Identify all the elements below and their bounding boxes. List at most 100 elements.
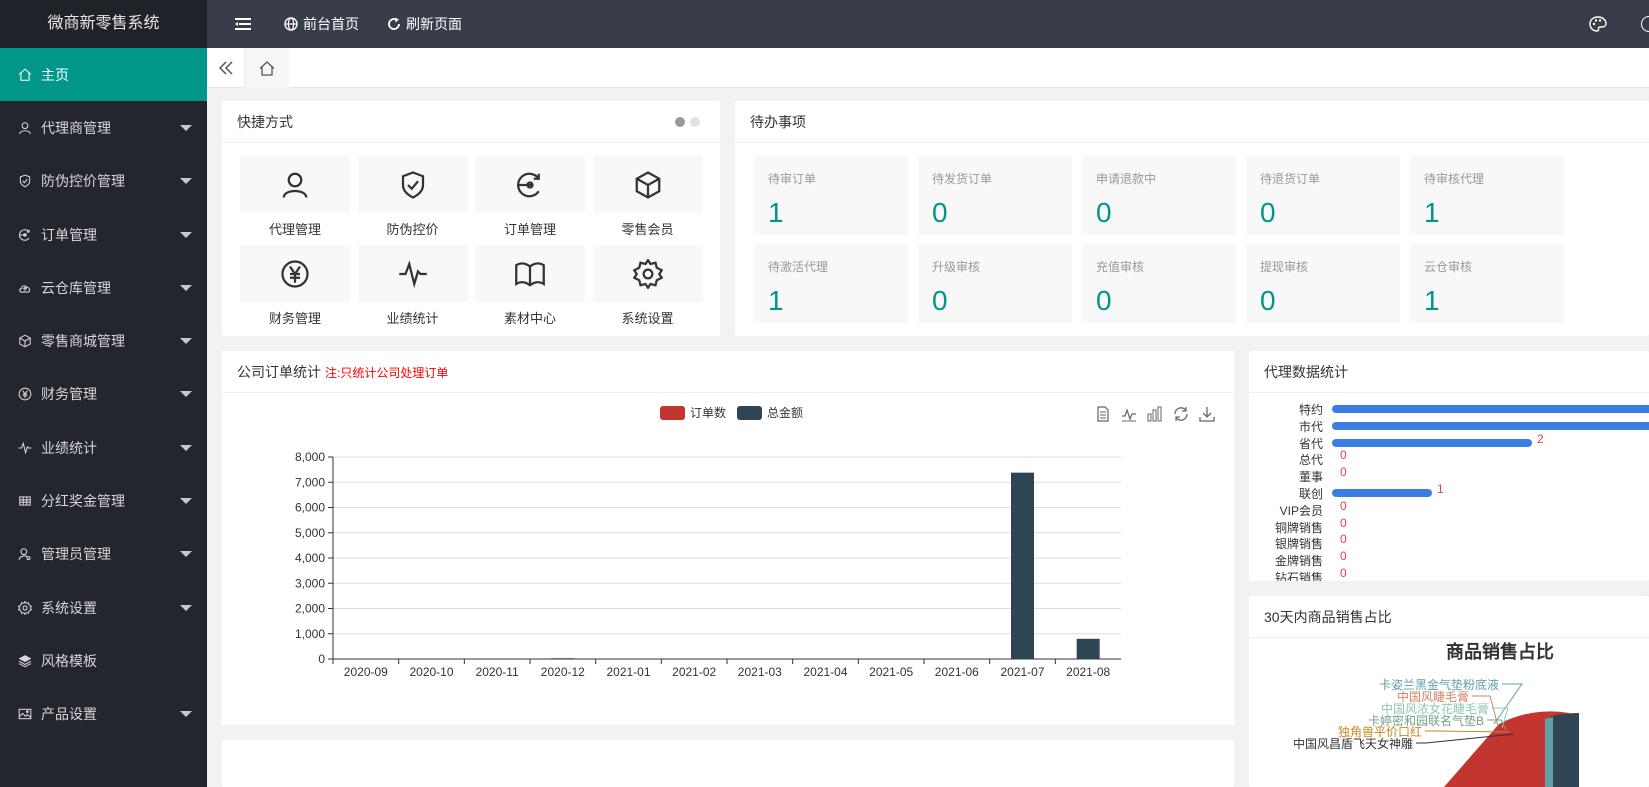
sidebar-item-label: 订单管理 [41,226,97,243]
y-tick-label: 2,000 [295,602,325,616]
sidebar-item-label: 系统设置 [41,599,97,616]
bar-chart-icon[interactable] [1147,406,1163,422]
todo-item[interactable]: 申请退款中 0 [1082,156,1236,235]
theme-palette-icon[interactable] [1589,16,1607,32]
tab-bar [207,48,1649,88]
legend-swatch-amount[interactable] [737,405,763,420]
sidebar-item-3[interactable]: 订单管理 [0,208,207,261]
y-tick-label: 0 [318,652,325,666]
y-tick-label: 1,000 [295,627,325,641]
pie-label-line [1472,695,1499,727]
todo-label: 待退货订单 [1260,172,1321,186]
todo-item[interactable]: 充值审核 0 [1082,244,1236,323]
todo-item[interactable]: 待激活代理 1 [754,244,908,323]
sidebar-item-7[interactable]: 业绩统计 [0,421,207,474]
data-view-icon[interactable] [1095,406,1111,422]
shortcut-item[interactable]: 零售会员 [592,156,703,238]
sidebar-item-label: 云仓库管理 [41,279,111,296]
pulse-icon [398,259,428,289]
sidebar-item-0[interactable]: 主页 [0,48,207,102]
pie-label-line [1425,730,1511,733]
agent-bar[interactable] [1332,421,1649,430]
agent-bar[interactable] [1332,489,1432,497]
bar-amount[interactable] [1076,638,1100,659]
sidebar-item-1[interactable]: 代理商管理 [0,101,207,154]
todo-item[interactable]: 待发货订单 0 [918,156,1072,235]
todo-item[interactable]: 待退货订单 0 [1246,156,1400,235]
pie-label: 独角兽平价口红 [1337,725,1422,739]
agent-name: 钻石销售 [1274,571,1323,581]
refresh-page-button[interactable]: 刷新页面 [387,14,462,34]
order-icon [18,228,32,242]
shortcut-icon-box [357,156,468,213]
todo-label: 云仓审核 [1424,260,1473,274]
todo-item[interactable]: 待审核代理 1 [1410,156,1564,235]
restore-icon[interactable] [1173,406,1189,422]
todo-item[interactable]: 升级审核 0 [918,244,1072,323]
agent-bar[interactable] [1332,438,1532,447]
x-tick-label: 2021-01 [606,665,650,679]
todo-item[interactable]: 云仓审核 1 [1410,244,1564,323]
agent-name: 银牌销售 [1274,537,1323,552]
todo-value: 0 [932,197,948,228]
x-tick-label: 2020-10 [409,665,453,679]
sidebar-item-6[interactable]: 财务管理 [0,368,207,421]
bar-amount[interactable] [551,658,575,659]
download-icon[interactable] [1199,406,1215,422]
carousel-dot-2[interactable] [690,117,700,127]
x-tick-label: 2021-04 [803,665,847,679]
todo-item[interactable]: 待审订单 1 [754,156,908,235]
tab-home[interactable] [245,48,289,88]
agent-name: VIP会员 [1279,503,1323,518]
pie-label: 中国风昌盾飞天女神雕 [1292,737,1413,751]
menu-toggle-button[interactable] [235,17,256,31]
carousel-dot-1[interactable] [675,117,685,127]
legend-label-amount[interactable]: 总金额 [767,406,804,420]
x-tick-label: 2021-05 [869,665,913,679]
shortcut-icon-box [592,245,703,302]
sidebar-item-2[interactable]: 防伪控价管理 [0,155,207,208]
sidebar-item-12[interactable]: 产品设置 [0,688,207,741]
notification-icon[interactable] [1641,16,1649,32]
globe-icon [284,17,298,31]
legend-swatch-orders[interactable] [660,405,685,420]
menu-icon [235,18,251,30]
shortcut-item[interactable]: 防伪控价 [357,156,468,238]
agent-row: 铜牌销售 0 [1249,516,1649,535]
sidebar-item-11[interactable]: 风格模板 [0,634,207,687]
shortcut-label: 系统设置 [621,311,674,326]
shortcut-label: 素材中心 [503,311,556,326]
shortcut-item[interactable]: 财务管理 [240,245,350,327]
frontend-home-button[interactable]: 前台首页 [284,14,359,34]
shortcut-item[interactable]: 业绩统计 [357,245,468,327]
agent-name: 联创 [1298,487,1323,501]
todo-card: 待办事项 待审订单 1 待发货订单 0 申请退款中 0 待退货订单 0 待审核代理 1 待激活代理 1… [735,101,1649,336]
y-tick-label: 5,000 [295,526,325,540]
pie-label: 中国风睫毛膏 [1396,690,1469,704]
line-chart-icon[interactable] [1121,406,1137,422]
shortcut-item[interactable]: 素材中心 [475,245,585,327]
shortcut-item[interactable]: 代理管理 [240,156,350,238]
sidebar-item-9[interactable]: 管理员管理 [0,528,207,581]
agent-bar[interactable] [1332,405,1649,413]
todo-title: 待办事项 [735,101,1649,143]
tab-scroll-left-button[interactable] [207,48,245,88]
order-chart-card: 公司订单统计 注:只统计公司处理订单 [222,351,1234,725]
sidebar-item-5[interactable]: 零售商城管理 [0,314,207,367]
gear-icon [632,258,663,289]
pie-slice-1[interactable] [1444,711,1569,787]
sidebar-item-label: 防伪控价管理 [41,173,125,190]
legend-label-orders[interactable]: 订单数 [690,406,727,420]
bar-amount[interactable] [1011,472,1034,659]
sidebar-item-8[interactable]: 分红奖金管理 [0,474,207,527]
sidebar-item-4[interactable]: 云仓库管理 [0,261,207,314]
sidebar-item-label: 管理员管理 [41,546,111,563]
agent-stats-card: 代理数据统计 特约 市代 省代 2 总代 0 董事 0 联创 1 VIP会员 0 铜牌销售 0 银牌销售 0 金… [1249,351,1649,581]
shortcut-item[interactable]: 订单管理 [475,156,585,238]
sidebar-item-10[interactable]: 系统设置 [0,581,207,634]
shortcut-icon-box [475,156,585,213]
todo-item[interactable]: 提现审核 0 [1246,244,1400,323]
pie-slice-3[interactable] [1545,717,1553,787]
shortcut-item[interactable]: 系统设置 [592,245,703,327]
pie-slice-2[interactable] [1549,712,1579,787]
